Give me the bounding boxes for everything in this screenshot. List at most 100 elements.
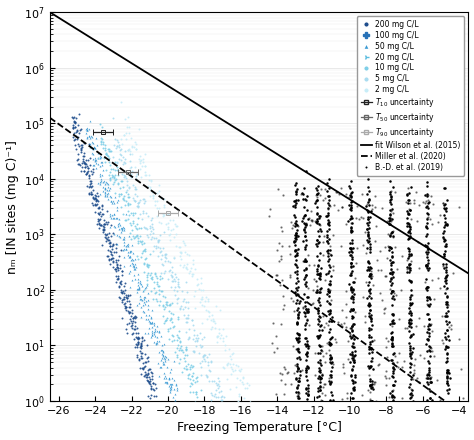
Point: [74, 155, 82, 162]
Point: [389, 234, 397, 241]
Point: [86, 143, 94, 150]
Point: [118, 297, 126, 304]
Point: [315, 271, 322, 278]
Point: [143, 340, 151, 347]
Point: [383, 255, 391, 262]
Point: [145, 366, 152, 373]
Point: [116, 250, 123, 257]
Point: [348, 389, 356, 396]
Point: [137, 343, 145, 350]
Point: [237, 366, 245, 373]
Point: [159, 374, 166, 381]
Point: [388, 336, 395, 343]
Point: [151, 331, 158, 338]
Point: [129, 315, 137, 322]
Point: [303, 341, 311, 348]
Point: [121, 202, 129, 209]
Point: [386, 270, 394, 277]
Point: [300, 219, 308, 226]
Point: [122, 275, 129, 282]
Point: [289, 297, 297, 304]
Point: [111, 158, 119, 165]
Point: [168, 381, 175, 388]
Point: [107, 247, 114, 254]
Point: [121, 304, 129, 312]
Point: [213, 334, 220, 341]
Point: [316, 387, 324, 394]
Point: [315, 220, 323, 227]
Point: [382, 381, 390, 389]
Point: [305, 214, 313, 221]
Point: [437, 396, 444, 403]
Point: [117, 245, 125, 252]
Point: [292, 242, 299, 249]
Point: [365, 219, 373, 226]
Point: [169, 331, 176, 338]
Point: [348, 288, 356, 295]
Point: [231, 367, 238, 374]
Point: [364, 209, 372, 216]
Point: [88, 150, 96, 157]
Point: [111, 227, 119, 234]
Point: [423, 374, 430, 381]
Point: [175, 355, 183, 362]
Point: [109, 195, 117, 202]
Point: [301, 298, 309, 305]
Point: [189, 348, 197, 355]
Point: [219, 337, 227, 344]
Point: [140, 314, 147, 321]
Point: [188, 271, 195, 278]
Point: [361, 228, 369, 235]
Point: [406, 207, 414, 214]
Point: [355, 215, 363, 222]
Point: [327, 360, 335, 367]
Point: [324, 308, 332, 315]
Point: [127, 300, 134, 307]
Point: [98, 171, 106, 178]
Point: [292, 191, 300, 198]
Point: [364, 259, 372, 266]
Point: [124, 275, 131, 282]
Point: [313, 193, 321, 200]
Point: [142, 291, 150, 298]
Point: [183, 393, 191, 400]
Point: [441, 277, 449, 284]
Point: [97, 132, 105, 139]
Point: [126, 268, 134, 275]
Point: [119, 257, 127, 264]
Point: [107, 248, 115, 255]
Point: [425, 264, 432, 271]
Point: [89, 161, 96, 168]
Point: [112, 176, 120, 183]
Point: [144, 260, 151, 268]
Point: [443, 380, 450, 387]
Point: [155, 188, 163, 195]
Point: [412, 188, 420, 195]
Point: [135, 284, 142, 291]
Point: [439, 337, 447, 344]
Point: [147, 228, 155, 235]
Point: [126, 300, 134, 307]
Point: [164, 326, 172, 333]
Point: [114, 181, 121, 188]
Point: [133, 176, 140, 183]
Point: [140, 260, 148, 267]
Point: [139, 334, 146, 341]
Point: [218, 393, 225, 400]
Point: [346, 191, 353, 198]
Point: [440, 205, 448, 212]
Point: [319, 383, 327, 390]
Point: [125, 226, 132, 233]
Point: [96, 180, 103, 187]
Point: [113, 276, 121, 283]
Point: [107, 211, 114, 218]
Point: [146, 225, 154, 232]
Point: [342, 190, 350, 197]
Point: [185, 399, 192, 406]
Point: [115, 191, 123, 198]
Point: [182, 315, 190, 322]
Point: [387, 215, 394, 222]
Point: [113, 136, 121, 143]
Point: [302, 368, 310, 375]
Point: [116, 253, 123, 260]
